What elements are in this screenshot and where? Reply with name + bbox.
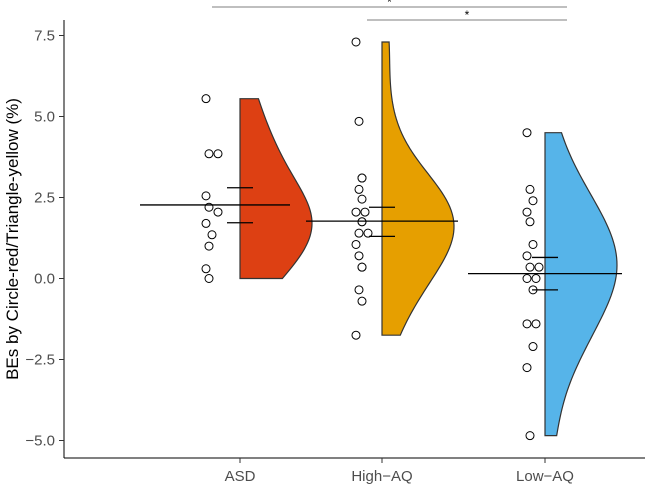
data-point xyxy=(357,296,367,306)
data-point xyxy=(201,264,211,274)
data-point xyxy=(204,149,214,159)
data-point xyxy=(522,128,532,138)
y-tick-label: 0.0 xyxy=(34,271,55,288)
y-ticks: −5.0 −2.5 0.0 2.5 5.0 7.5 xyxy=(25,28,64,450)
data-point xyxy=(534,262,544,272)
data-point xyxy=(363,228,373,238)
data-point xyxy=(351,207,361,217)
y-tick-label: −2.5 xyxy=(25,352,55,369)
density-clouds xyxy=(239,41,618,437)
data-point xyxy=(213,207,223,217)
data-point xyxy=(201,191,211,201)
data-point xyxy=(354,116,364,126)
y-axis-title: BEs by Circle-red/Triangle-yellow (%) xyxy=(3,98,22,380)
density-cloud-2 xyxy=(544,132,618,437)
data-point xyxy=(213,149,223,159)
x-tick-label: Low−AQ xyxy=(516,468,574,485)
x-tick-label: High−AQ xyxy=(351,468,412,485)
data-point xyxy=(207,230,217,240)
x-tick-label: ASD xyxy=(225,468,256,485)
data-point xyxy=(528,239,538,249)
significance-brackets: ** xyxy=(212,0,567,22)
data-point xyxy=(351,37,361,47)
data-point xyxy=(525,184,535,194)
significance-label-1: * xyxy=(465,8,470,22)
data-point xyxy=(354,251,364,261)
significance-label-0: * xyxy=(387,0,392,9)
data-point xyxy=(531,319,541,329)
data-point xyxy=(351,239,361,249)
data-point xyxy=(525,431,535,441)
data-point xyxy=(528,196,538,206)
data-point xyxy=(201,218,211,228)
mean-markers xyxy=(140,187,622,291)
y-tick-label: −5.0 xyxy=(25,433,55,450)
data-point xyxy=(357,173,367,183)
data-point xyxy=(525,217,535,227)
density-cloud-0 xyxy=(239,98,313,280)
data-point xyxy=(522,319,532,329)
y-tick-label: 2.5 xyxy=(34,190,55,207)
data-point xyxy=(204,274,214,283)
axes xyxy=(63,20,645,459)
y-tick-label: 7.5 xyxy=(34,28,55,45)
data-point xyxy=(357,194,367,204)
data-point xyxy=(522,251,532,261)
data-point xyxy=(531,274,541,283)
data-point xyxy=(528,342,538,352)
data-point xyxy=(522,363,532,373)
data-point xyxy=(204,241,214,251)
data-point xyxy=(522,274,532,283)
data-point xyxy=(360,207,370,217)
data-point xyxy=(201,94,211,104)
data-point xyxy=(357,262,367,272)
data-point xyxy=(354,228,364,238)
density-cloud-1 xyxy=(381,41,455,336)
data-point xyxy=(354,184,364,194)
data-point xyxy=(354,285,364,295)
x-ticks: ASD High−AQ Low−AQ xyxy=(225,458,574,485)
data-point xyxy=(525,262,535,272)
y-tick-label: 5.0 xyxy=(34,109,55,126)
data-point xyxy=(522,207,532,217)
data-point xyxy=(351,330,361,340)
